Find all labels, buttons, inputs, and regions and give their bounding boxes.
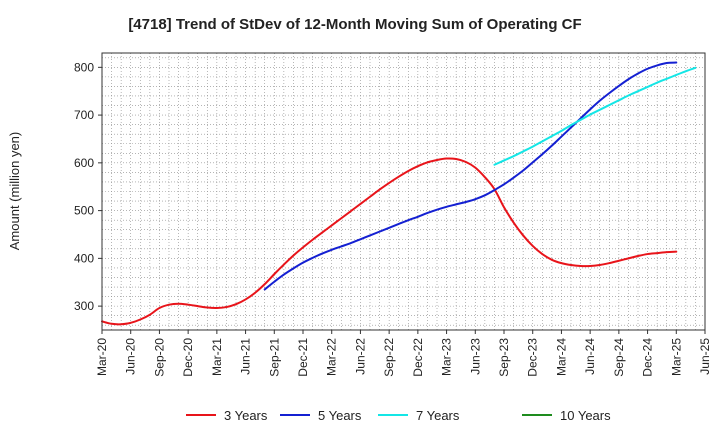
x-tick-label: Mar-22 <box>325 338 339 376</box>
y-tick-label: 600 <box>74 156 94 170</box>
legend: 3 Years 5 Years 7 Years 10 Years <box>186 408 611 423</box>
x-tick-label: Jun-20 <box>124 338 138 375</box>
x-tick-label: Dec-20 <box>181 338 195 377</box>
x-tick-label: Sep-22 <box>382 338 396 377</box>
x-tick-label: Mar-21 <box>210 338 224 376</box>
y-tick-label: 300 <box>74 299 94 313</box>
series-line-3-years <box>101 157 678 326</box>
plot-area <box>102 53 705 330</box>
x-tick-label: Dec-21 <box>296 338 310 377</box>
chart-title: [4718] Trend of StDev of 12-Month Moving… <box>128 16 581 33</box>
x-tick-label: Dec-22 <box>411 338 425 377</box>
legend-label-3-years: 3 Years <box>224 408 268 423</box>
x-tick-label: Jun-22 <box>353 338 367 375</box>
x-tick-label: Mar-25 <box>669 338 683 376</box>
x-tick-label: Dec-24 <box>641 338 655 377</box>
x-tick-label: Jun-24 <box>583 338 597 375</box>
y-tick-label: 700 <box>74 108 94 122</box>
x-axis-ticks: Mar-20 Jun-20 Sep-20 Dec-20 Mar-21 Jun-21 Sep-… <box>95 330 712 377</box>
x-tick-label: Dec-23 <box>526 338 540 377</box>
legend-label-10-years: 10 Years <box>560 408 611 423</box>
y-axis-ticks: 300 400 500 600 700 800 <box>74 60 102 313</box>
series-lines <box>101 61 697 326</box>
x-tick-label: Sep-24 <box>612 338 626 377</box>
x-tick-label: Sep-23 <box>497 338 511 377</box>
y-tick-label: 400 <box>74 251 94 265</box>
x-tick-label: Jun-25 <box>698 338 712 375</box>
x-tick-label: Mar-20 <box>95 338 109 376</box>
plot-frame <box>101 52 706 331</box>
y-axis-label: Amount (million yen) <box>7 132 22 251</box>
series-line-5-years <box>263 61 678 291</box>
series-line-7-years <box>493 66 697 166</box>
x-tick-label: Mar-24 <box>554 338 568 376</box>
x-tick-label: Jun-23 <box>468 338 482 375</box>
legend-label-5-years: 5 Years <box>318 408 362 423</box>
x-tick-label: Sep-21 <box>267 338 281 377</box>
x-tick-label: Mar-23 <box>440 338 454 376</box>
y-tick-label: 500 <box>74 204 94 218</box>
legend-label-7-years: 7 Years <box>416 408 460 423</box>
x-tick-label: Jun-21 <box>239 338 253 375</box>
x-tick-label: Sep-20 <box>152 338 166 377</box>
y-tick-label: 800 <box>74 60 94 74</box>
